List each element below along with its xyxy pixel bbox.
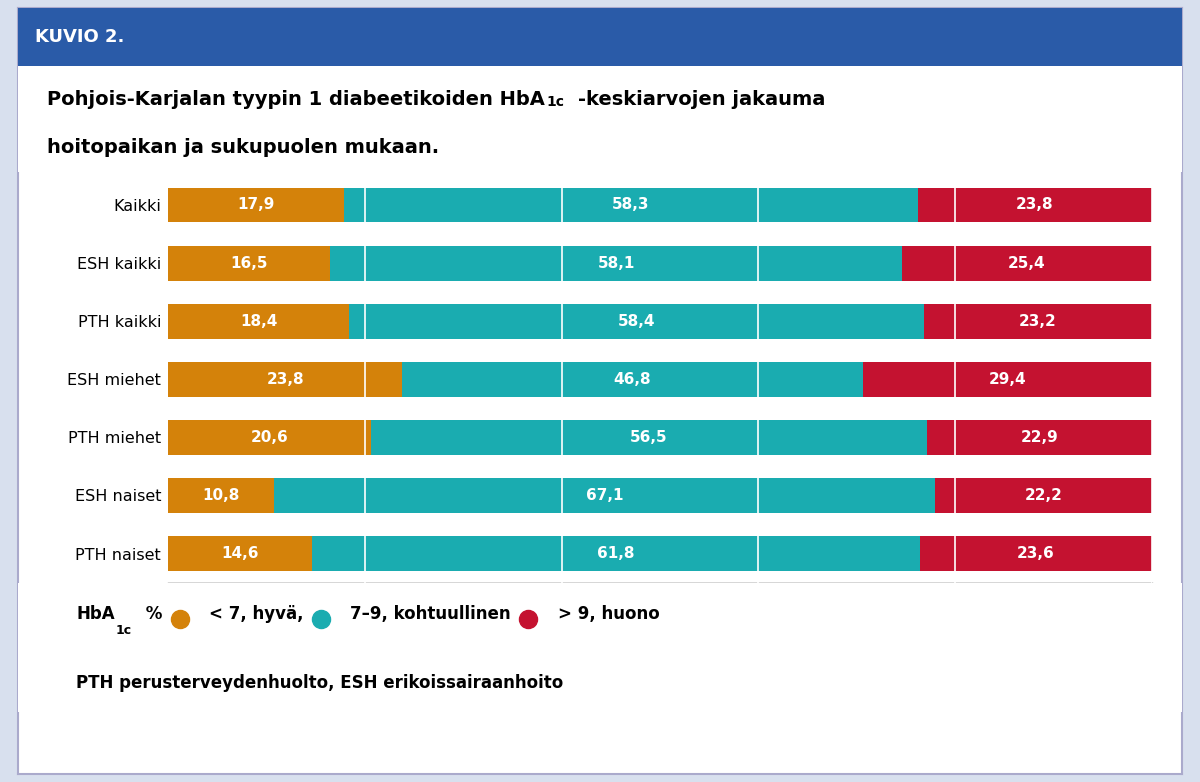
Text: Pohjois-Karjalan tyypin 1 diabeetikoiden HbA: Pohjois-Karjalan tyypin 1 diabeetikoiden… [47,90,545,109]
Bar [168,246,330,281]
Text: 23,6: 23,6 [1018,546,1055,561]
Text: -keskiarvojen jakauma: -keskiarvojen jakauma [577,90,824,109]
Text: 22,9: 22,9 [1020,430,1058,445]
Bar [902,246,1152,281]
Text: 17,9: 17,9 [238,198,275,213]
Bar [402,362,863,396]
Bar [168,420,371,455]
Text: 56,5: 56,5 [630,430,667,445]
Text: 14,6: 14,6 [221,546,258,561]
Text: 20,6: 20,6 [251,430,288,445]
Text: 7–9, kohtuullinen: 7–9, kohtuullinen [350,604,511,622]
Bar [349,303,924,339]
Bar [371,420,926,455]
Bar [312,536,919,571]
Bar [275,478,935,513]
Bar [168,303,349,339]
Text: HbA: HbA [77,604,115,622]
Text: 58,3: 58,3 [612,198,649,213]
Bar [168,536,312,571]
Bar [918,188,1152,222]
Text: PTH perusterveydenhuolto, ESH erikoissairaanhoito: PTH perusterveydenhuolto, ESH erikoissai… [77,674,564,692]
Text: < 7, hyvä,: < 7, hyvä, [209,604,304,622]
Text: 1c: 1c [546,95,564,109]
Text: 46,8: 46,8 [613,371,652,387]
Bar [344,188,918,222]
Bar [919,536,1152,571]
Text: 67,1: 67,1 [586,488,623,503]
Text: 61,8: 61,8 [596,546,635,561]
Text: 25,4: 25,4 [1008,256,1046,271]
Bar [330,246,902,281]
Text: 10,8: 10,8 [203,488,240,503]
Text: 22,2: 22,2 [1025,488,1063,503]
Text: 23,8: 23,8 [1016,198,1054,213]
Bar [168,362,402,396]
Bar [924,303,1152,339]
Bar [168,478,275,513]
Text: 23,2: 23,2 [1019,314,1057,328]
Text: 29,4: 29,4 [989,371,1026,387]
Text: > 9, huono: > 9, huono [558,604,659,622]
Text: KUVIO 2.: KUVIO 2. [36,28,125,46]
Text: 58,4: 58,4 [618,314,655,328]
Text: 58,1: 58,1 [598,256,635,271]
Bar [168,188,344,222]
Text: %: % [140,604,168,622]
Bar [926,420,1152,455]
Text: 16,5: 16,5 [230,256,268,271]
Bar [863,362,1152,396]
Text: 1c: 1c [116,624,132,637]
Text: 18,4: 18,4 [240,314,277,328]
Text: 23,8: 23,8 [266,371,304,387]
Text: hoitopaikan ja sukupuolen mukaan.: hoitopaikan ja sukupuolen mukaan. [47,138,439,157]
Bar [935,478,1153,513]
